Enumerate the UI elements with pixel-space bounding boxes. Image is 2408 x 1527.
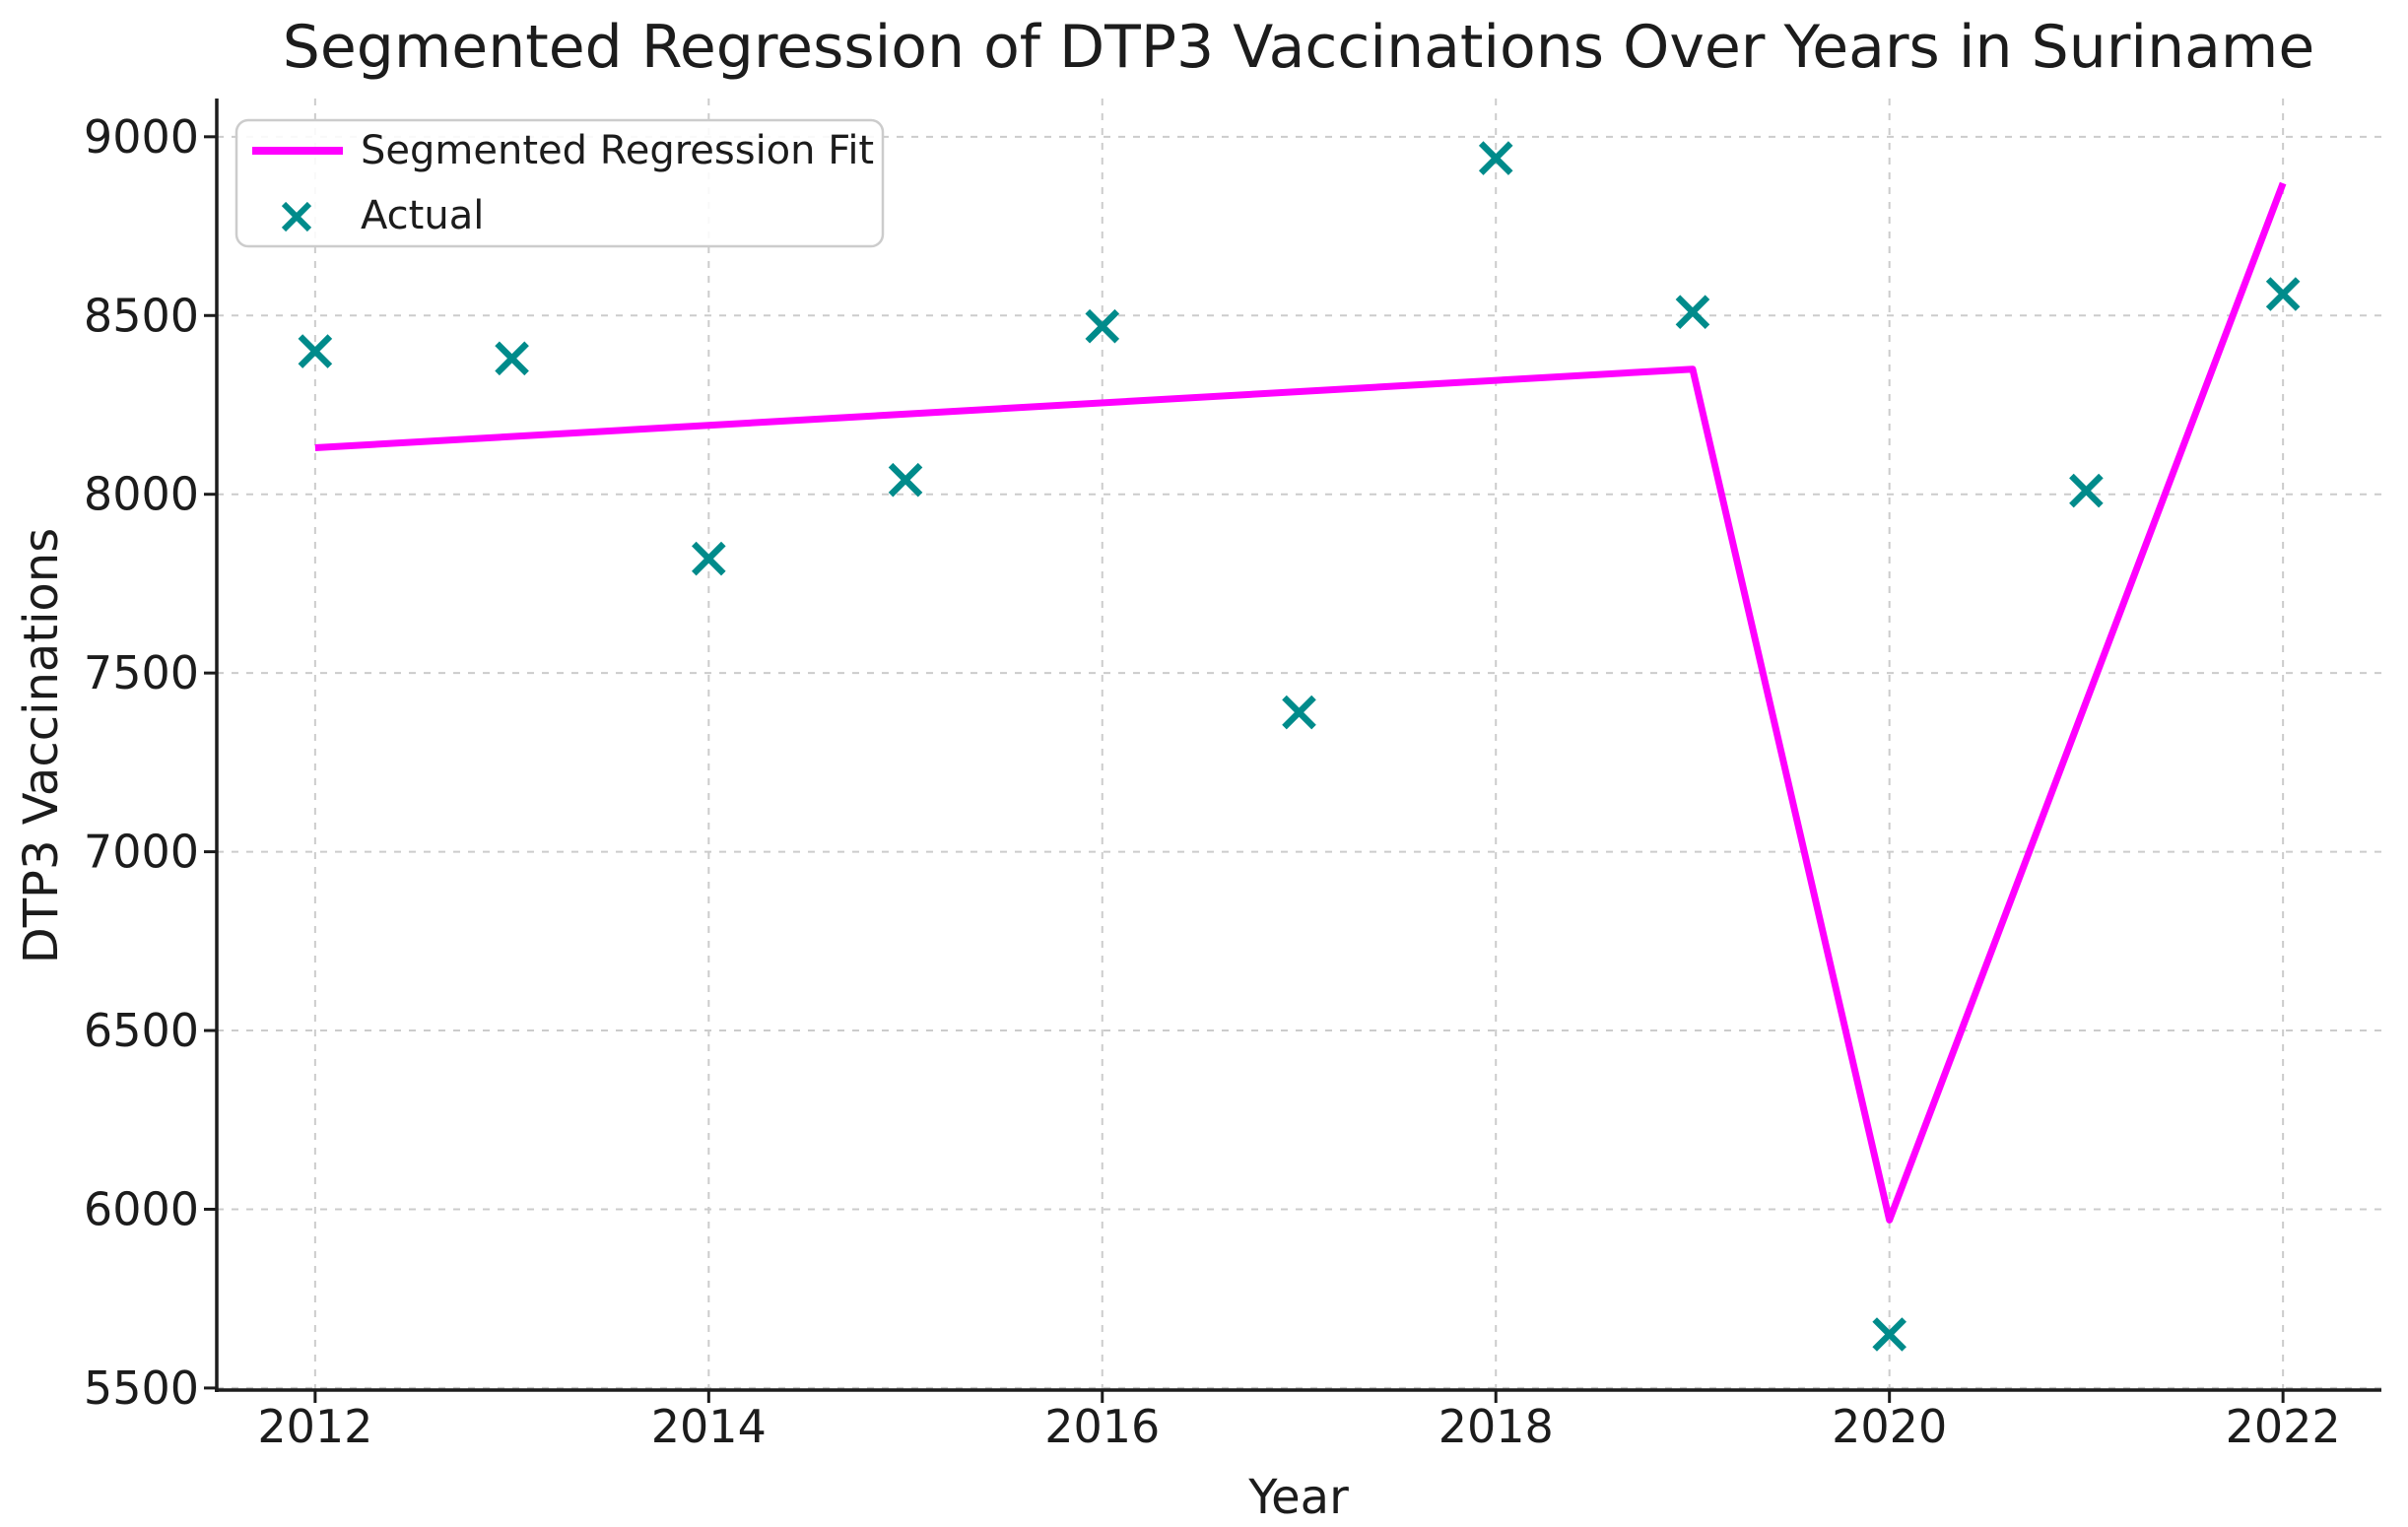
actual-marker-2019 bbox=[1675, 295, 1710, 329]
axis-layer bbox=[204, 99, 2381, 1403]
y-tick-label: 7500 bbox=[84, 646, 199, 699]
actual-marker-2018 bbox=[1478, 141, 1513, 175]
legend: Segmented Regression Fit Actual bbox=[234, 118, 885, 248]
actual-marker-2014 bbox=[692, 541, 726, 576]
x-tick-label: 2020 bbox=[1832, 1400, 1947, 1453]
y-tick-label: 9000 bbox=[84, 110, 199, 164]
grid-layer bbox=[217, 99, 2381, 1390]
tick-label-layer: 5500 6000 6500 7000 7500 8000 8500 9000 2012 2014… bbox=[84, 110, 2341, 1453]
actual-marker-2016 bbox=[1085, 308, 1120, 344]
y-tick-label: 5500 bbox=[84, 1361, 199, 1415]
actual-marker-2022 bbox=[2265, 277, 2301, 311]
x-axis-label: Year bbox=[1247, 1470, 1349, 1525]
y-tick-label: 6000 bbox=[84, 1182, 199, 1235]
x-tick-label: 2018 bbox=[1438, 1400, 1554, 1453]
x-tick-label: 2022 bbox=[2226, 1400, 2341, 1453]
actual-marker-2021 bbox=[2069, 473, 2104, 508]
legend-actual-marker-sample bbox=[281, 201, 312, 232]
x-tick-label: 2014 bbox=[651, 1400, 767, 1453]
x-tick-label: 2012 bbox=[257, 1400, 372, 1453]
data-layer bbox=[298, 141, 2301, 1352]
actual-marker-2017 bbox=[1282, 695, 1316, 730]
actual-marker-2012 bbox=[298, 334, 333, 368]
legend-box bbox=[234, 118, 885, 248]
fit-line bbox=[314, 181, 2287, 1224]
chart-title: Segmented Regression of DTP3 Vaccination… bbox=[283, 13, 2315, 82]
legend-fit-label: Segmented Regression Fit bbox=[361, 128, 874, 173]
y-axis-label: DTP3 Vaccinations bbox=[14, 528, 69, 963]
actual-marker-2020 bbox=[1872, 1317, 1906, 1352]
x-tick-label: 2016 bbox=[1044, 1400, 1160, 1453]
y-tick-label: 8500 bbox=[84, 289, 199, 342]
y-tick-label: 6500 bbox=[84, 1004, 199, 1057]
y-tick-label: 8000 bbox=[84, 468, 199, 521]
actual-marker-2013 bbox=[495, 341, 529, 376]
y-tick-label: 7000 bbox=[84, 826, 199, 879]
actual-marker-2015 bbox=[888, 462, 923, 498]
legend-actual-label: Actual bbox=[361, 193, 484, 238]
